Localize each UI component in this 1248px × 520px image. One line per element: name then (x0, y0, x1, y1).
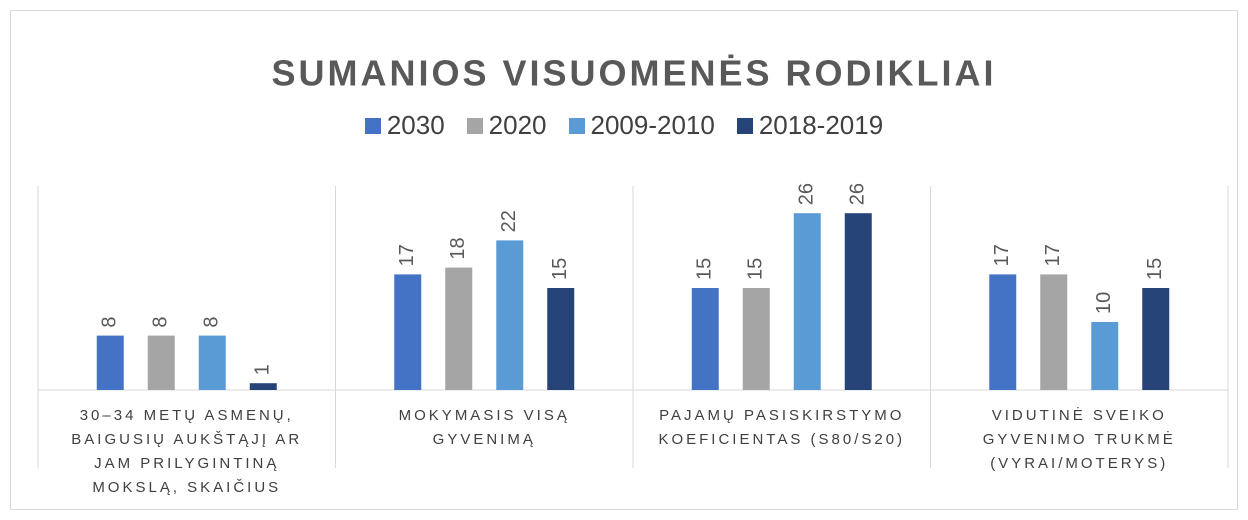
chart-border (10, 10, 1238, 510)
data-label: 10 (1093, 292, 1115, 314)
bar (1091, 322, 1119, 390)
data-label: 15 (549, 258, 571, 280)
legend-item: 2030 (364, 110, 445, 141)
legend-swatch (466, 117, 483, 134)
bar (249, 383, 277, 390)
data-label: 18 (447, 237, 469, 259)
bar (547, 288, 575, 390)
legend-item: 2018-2019 (736, 110, 884, 141)
data-label: 17 (396, 244, 418, 266)
bar (844, 213, 872, 390)
legend-swatch (568, 117, 585, 134)
bar (1040, 274, 1068, 390)
bar (445, 267, 473, 390)
data-label: 8 (150, 316, 172, 327)
bar (1142, 288, 1170, 390)
bar (147, 335, 175, 390)
legend-label: 2009-2010 (590, 110, 715, 140)
x-tick-label: VIDUTINĖ SVEIKO GYVENIMO TRUKMĖ (VYRAI/M… (982, 407, 1176, 472)
legend-swatch (364, 117, 381, 134)
chart-title: SUMANIOS VISUOMENĖS RODIKLIAI (271, 53, 996, 94)
x-tick-label: MOKYMASIS VISĄ GYVENIMĄ (398, 407, 570, 448)
data-label: 26 (796, 183, 818, 205)
data-label: 15 (745, 258, 767, 280)
x-tick-label: 30–34 METŲ ASMENŲ, BAIGUSIŲ AUKŠTĄJĮ AR … (71, 407, 303, 496)
legend-label: 2018-2019 (758, 110, 884, 140)
data-label: 1 (252, 364, 274, 375)
bar (691, 288, 719, 390)
bar (96, 335, 124, 390)
data-label: 8 (201, 316, 223, 327)
legend-label: 2030 (386, 110, 445, 140)
data-label: 15 (1144, 258, 1166, 280)
bar (742, 288, 770, 390)
legend-item: 2020 (466, 110, 547, 141)
data-label: 17 (991, 244, 1013, 266)
data-label: 26 (847, 183, 869, 205)
bar (496, 240, 524, 390)
legend-label: 2020 (488, 110, 547, 140)
bar (198, 335, 226, 390)
legend-item: 2009-2010 (568, 110, 715, 141)
data-label: 15 (694, 258, 716, 280)
bar (793, 213, 821, 390)
data-label: 8 (99, 316, 121, 327)
data-label: 22 (498, 210, 520, 232)
bar (989, 274, 1017, 390)
legend-swatch (736, 117, 753, 134)
data-label: 17 (1042, 244, 1064, 266)
x-tick-label: PAJAMŲ PASISKIRSTYMO KOEFICIENTAS (S80/S… (658, 407, 906, 448)
legend: 2030 2020 2009-2010 2018-2019 (0, 110, 1248, 141)
bar (394, 274, 422, 390)
